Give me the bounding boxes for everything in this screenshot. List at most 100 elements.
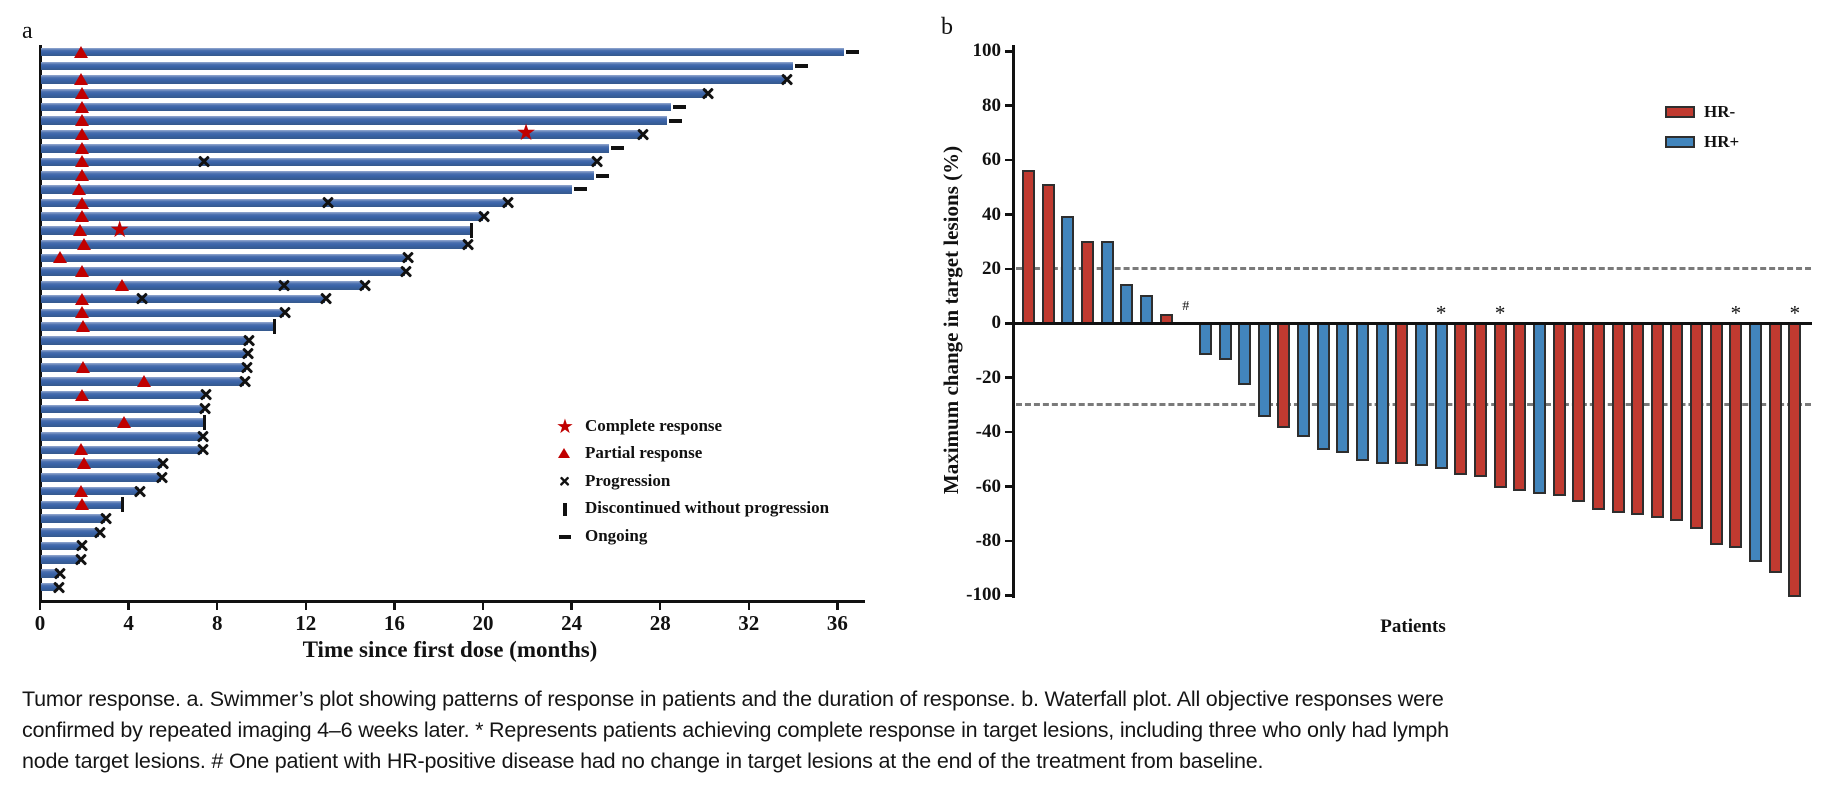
legend-item-label: Partial response — [585, 443, 703, 463]
progression-marker — [197, 155, 211, 169]
partial-response-marker — [75, 86, 90, 99]
partial-response-marker — [75, 114, 90, 127]
y-axis-line — [1012, 45, 1016, 598]
partial-response-marker — [114, 278, 129, 291]
waterfall-bar — [1395, 322, 1409, 464]
y-tick-label: -20 — [975, 366, 1001, 388]
progression-end-marker — [199, 388, 213, 402]
progression-end-marker — [358, 278, 372, 292]
y-axis-title: Maximum change in target lesions (%) — [939, 145, 963, 495]
progression-end-marker — [278, 306, 292, 320]
progression-marker — [321, 196, 335, 210]
waterfall-bar — [1218, 322, 1232, 361]
partial-response-marker — [75, 498, 90, 511]
progression-end-marker — [461, 237, 475, 251]
x-tick-label: 0 — [34, 611, 46, 635]
waterfall-bar — [1493, 322, 1507, 489]
y-axis-tick — [1005, 594, 1013, 597]
waterfall-bar — [1788, 322, 1802, 597]
progression-end-marker — [198, 402, 212, 416]
complete-response-marker: ★ — [109, 216, 130, 243]
swimmer-bar — [41, 239, 468, 249]
progression-end-marker — [133, 484, 147, 498]
x-tick-label: 36 — [826, 611, 848, 635]
partial-response-marker — [75, 306, 90, 319]
swimmer-bar — [41, 445, 202, 455]
y-axis-tick — [1005, 104, 1013, 107]
legend-item-label: Ongoing — [585, 525, 648, 545]
progression-end-marker — [240, 361, 254, 375]
waterfall-bar — [1709, 322, 1723, 546]
partial-response-marker — [75, 265, 90, 278]
partial-response-marker — [52, 251, 67, 264]
x-axis-tick — [570, 603, 573, 610]
waterfall-bar — [1434, 322, 1448, 470]
progression-end-marker — [501, 196, 515, 210]
partial-response-marker — [117, 416, 132, 429]
swimmer-bar — [41, 308, 284, 318]
progression-end-marker — [590, 155, 604, 169]
waterfall-bar — [1532, 322, 1546, 494]
complete-response-marker: ★ — [515, 120, 537, 147]
partial-response-marker — [75, 210, 90, 223]
partial-response-marker — [75, 100, 90, 113]
partial-response-marker — [72, 224, 87, 236]
y-tick-label: -100 — [966, 584, 1001, 606]
partial-response-marker — [77, 237, 92, 250]
y-axis-tick — [1005, 213, 1013, 216]
y-tick-label: -40 — [975, 421, 1001, 443]
progression-end-marker — [477, 210, 491, 224]
no-change-hash: # — [1182, 299, 1190, 314]
ongoing-marker — [573, 187, 587, 192]
legend-hr-positive-swatch — [1665, 135, 1695, 148]
x-axis-tick — [747, 603, 751, 610]
swimmer-bar — [41, 582, 58, 592]
y-tick-label: 40 — [982, 203, 1001, 225]
y-axis-tick — [1005, 50, 1013, 53]
waterfall-bar — [1316, 322, 1330, 451]
legend-star-icon: ★ — [556, 414, 574, 438]
waterfall-bar — [1041, 183, 1055, 326]
swimmer-bar — [41, 335, 249, 345]
swimmer-bar — [41, 569, 59, 578]
swimmer-bar — [41, 226, 470, 235]
partial-response-marker — [77, 457, 92, 470]
partial-response-marker — [76, 361, 91, 374]
caption-line-3: node target lesions. # One patient with … — [22, 749, 1264, 773]
progression-end-marker — [701, 86, 715, 100]
legend-item-label: Discontinued without progression — [585, 498, 830, 518]
complete-response-asterisk: * — [1789, 301, 1801, 325]
swimmer-bar — [41, 404, 204, 414]
partial-response-marker — [75, 155, 90, 168]
partial-response-marker — [76, 320, 91, 333]
x-axis-tick — [304, 603, 308, 610]
y-axis-tick — [1005, 485, 1013, 488]
swimmer-bar — [41, 116, 667, 126]
x-tick-label: 8 — [211, 611, 223, 635]
partial-response-marker — [75, 169, 90, 182]
waterfall-bar — [1749, 322, 1763, 562]
discontinued-marker — [272, 319, 277, 335]
swimmer-bar — [41, 212, 483, 222]
progression-end-marker — [53, 566, 67, 580]
swimmer-bar — [41, 514, 106, 523]
discontinued-marker — [202, 415, 207, 431]
waterfall-bar — [1356, 322, 1370, 461]
y-tick-label: 100 — [972, 40, 1002, 62]
waterfall-bar — [1277, 322, 1291, 429]
swimmer-bar — [41, 157, 596, 167]
progression-end-marker — [196, 443, 210, 457]
progression-end-marker — [99, 512, 113, 526]
legend-hr-negative-swatch — [1665, 106, 1695, 118]
legend-ongoing-icon — [559, 534, 571, 539]
x-axis-line — [38, 600, 865, 603]
waterfall-bar — [1238, 322, 1252, 385]
swimmer-bar — [41, 294, 325, 304]
waterfall-bar — [1650, 322, 1664, 519]
complete-response-asterisk: * — [1730, 301, 1742, 325]
x-axis-tick — [658, 603, 662, 610]
legend-item-label: Progression — [585, 470, 671, 490]
progression-end-marker — [52, 580, 66, 594]
y-tick-label: 80 — [982, 94, 1001, 116]
